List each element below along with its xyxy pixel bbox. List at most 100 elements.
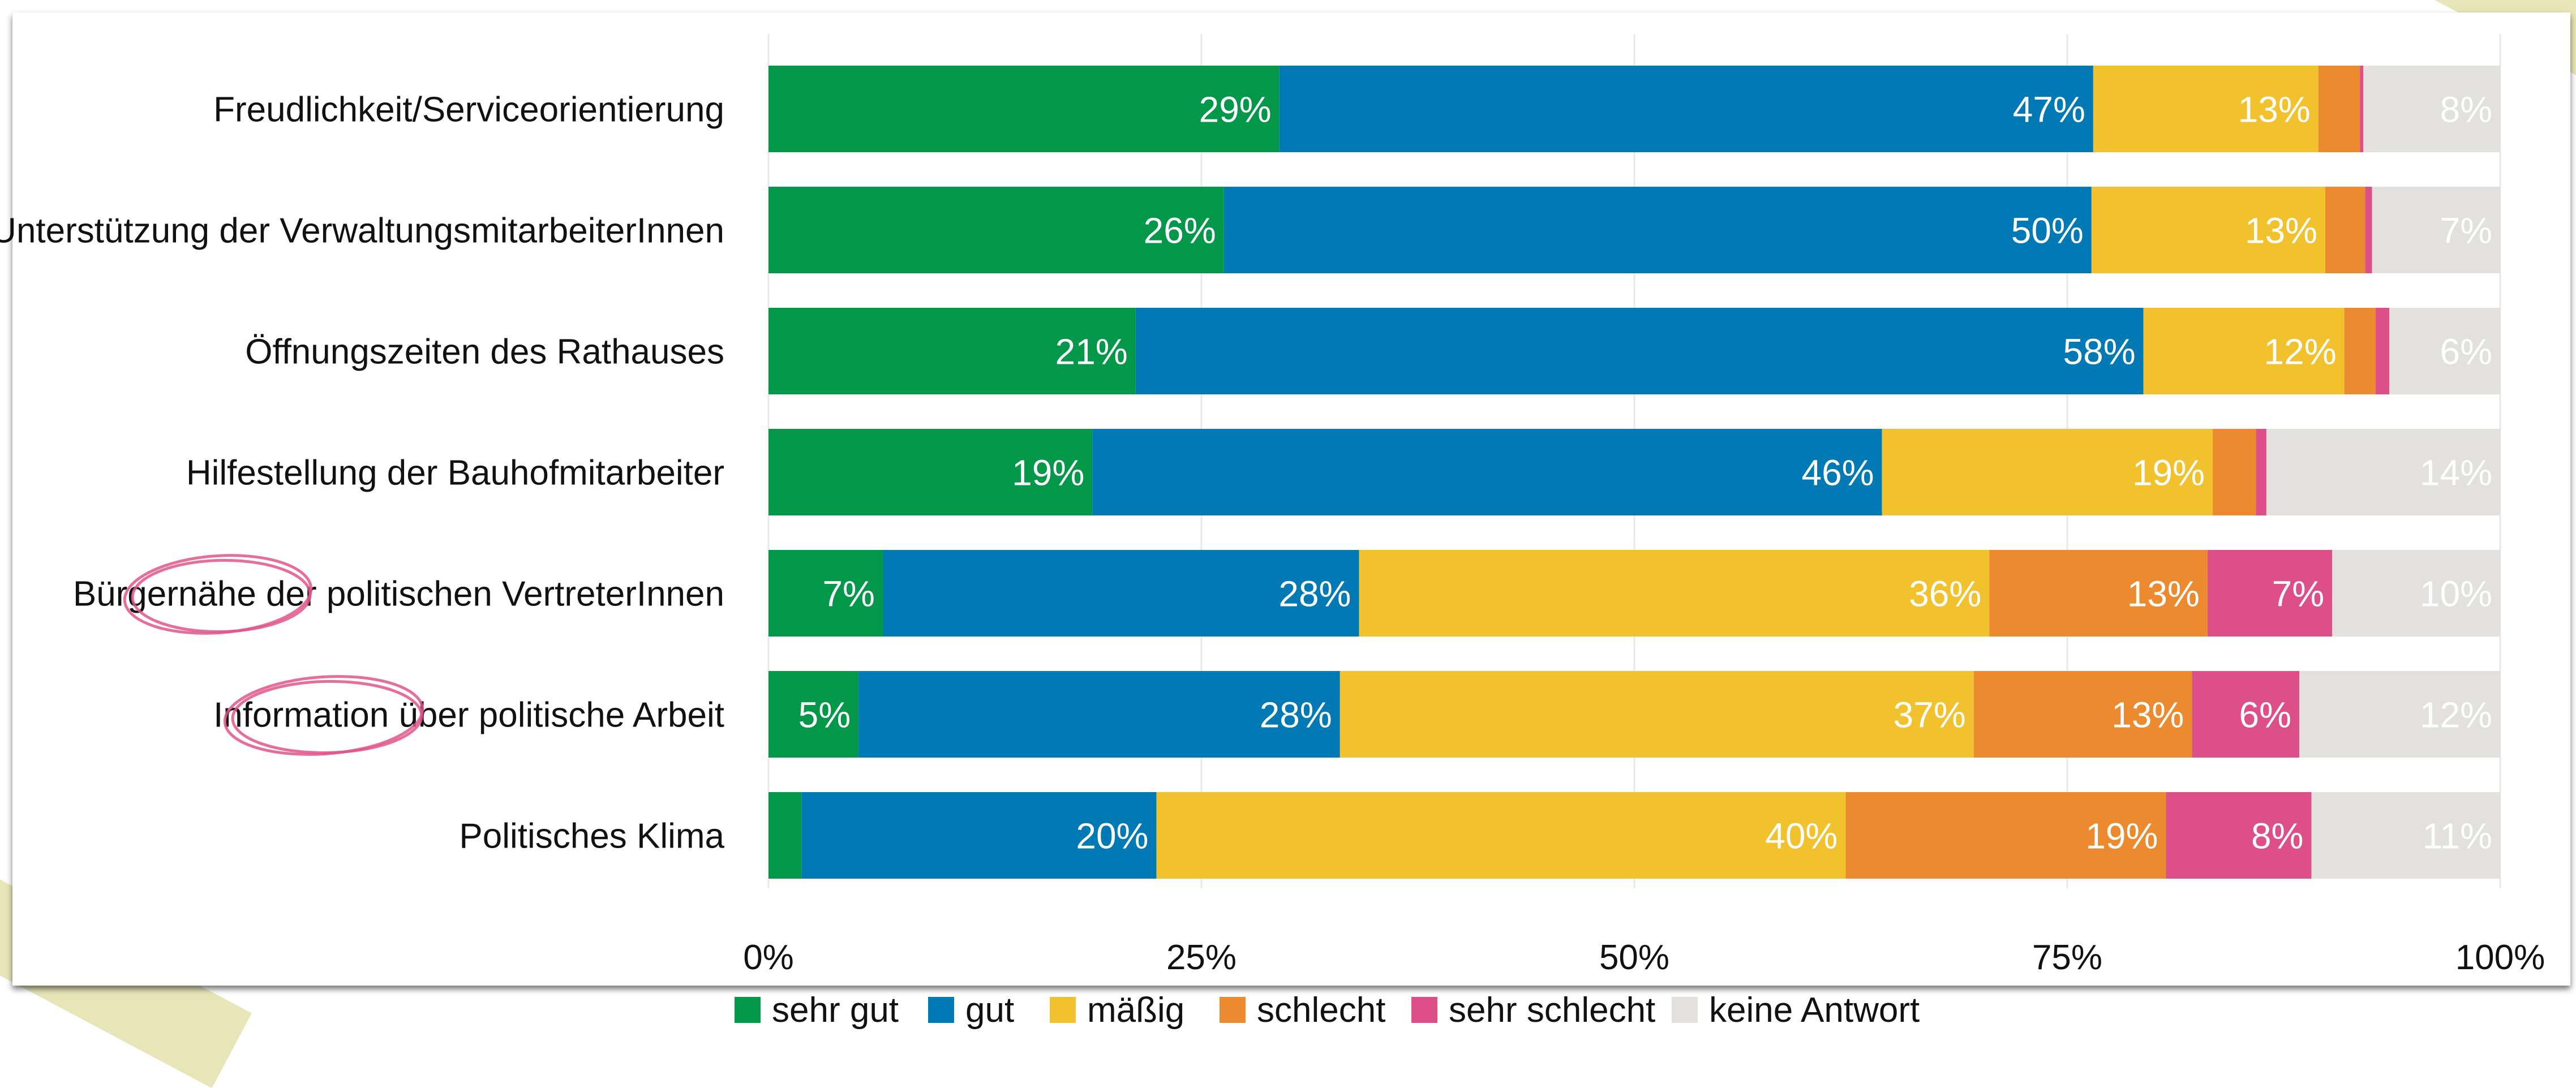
data-label: 7% xyxy=(2440,210,2493,251)
data-label: 12% xyxy=(2264,332,2337,372)
highlight-circle xyxy=(131,558,312,633)
bar-segment-sehr-gut xyxy=(768,792,802,879)
bar-segment-schlecht xyxy=(2213,429,2256,515)
category-label: Information über politische Arbeit xyxy=(213,696,724,735)
bar-segment-sehr-schlecht xyxy=(2360,66,2364,152)
category-label: Unterstützung der Verwaltungsmitarbeiter… xyxy=(0,212,724,251)
legend-label: mäßig xyxy=(1087,991,1184,1030)
x-tick-label: 100% xyxy=(2455,938,2545,977)
x-tick-label: 75% xyxy=(2032,938,2102,977)
data-label: 13% xyxy=(2111,695,2184,736)
category-label: Hilfestellung der Bauhofmitarbeiter xyxy=(186,454,724,493)
legend-label: gut xyxy=(965,991,1014,1030)
bar-segment-mäßig xyxy=(2143,308,2345,394)
axis-layer: 0% 25% 50% 75% 100% xyxy=(743,938,2545,977)
data-label: 58% xyxy=(2063,332,2136,372)
legend-label: sehr schlecht xyxy=(1449,991,1655,1030)
data-label: 19% xyxy=(1012,453,1084,493)
data-label: 11% xyxy=(2423,816,2492,857)
data-label: 40% xyxy=(1765,816,1837,857)
bar-segment-schlecht xyxy=(2318,66,2360,152)
category-label: Bürgernähe der politischen VertreterInne… xyxy=(73,575,724,614)
bar-segment-schlecht xyxy=(1845,792,2166,879)
data-label: 36% xyxy=(1909,574,1981,614)
bar-segment-gut xyxy=(858,671,1340,758)
data-label: 28% xyxy=(1278,574,1351,614)
data-label: 37% xyxy=(1894,695,1966,736)
legend-label: sehr gut xyxy=(772,991,899,1030)
bar-segment-sehr-gut xyxy=(768,66,1280,152)
data-label: 29% xyxy=(1199,89,1272,130)
x-tick-label: 50% xyxy=(1599,938,1669,977)
data-label: 5% xyxy=(798,695,851,736)
bar-segment-sehr-gut xyxy=(768,308,1136,394)
legend-swatch xyxy=(1411,997,1437,1023)
bar-segment-sehr-schlecht xyxy=(2166,792,2312,879)
legend-label: keine Antwort xyxy=(1709,991,1920,1030)
legend-label: schlecht xyxy=(1257,991,1385,1030)
bar-segment-mäßig xyxy=(1359,550,1990,637)
data-label: 20% xyxy=(1076,816,1148,857)
bar-segment-sehr-schlecht xyxy=(2207,550,2333,637)
bar-segment-keine-Antwort xyxy=(2372,187,2500,273)
data-label: 50% xyxy=(2011,210,2084,251)
bar-segment-mäßig xyxy=(1339,671,1974,758)
legend-layer: sehr gut gut mäßig schlecht sehr schlecht kei… xyxy=(735,991,1920,1030)
bar-segment-keine-Antwort xyxy=(2266,429,2500,515)
bar-segment-gut xyxy=(1279,66,2093,152)
category-label: Politisches Klima xyxy=(459,817,724,856)
stacked-bar-chart: Freudlichkeit/Serviceorientierung 29% 47% 1… xyxy=(0,34,2545,1030)
bar-segment-gut xyxy=(1135,308,2144,394)
bar-segment-gut xyxy=(1092,429,1882,515)
bar-segment-schlecht xyxy=(2344,308,2376,394)
bar-segment-mäßig xyxy=(2093,66,2319,152)
data-label: 8% xyxy=(2440,89,2493,130)
bar-segment-sehr-gut xyxy=(768,429,1093,515)
bar-segment-mäßig xyxy=(1882,429,2213,515)
data-label: 6% xyxy=(2239,695,2292,736)
legend-swatch xyxy=(1220,997,1246,1023)
data-label: 13% xyxy=(2245,210,2317,251)
bar-segment-gut xyxy=(801,792,1157,879)
bar-segment-schlecht xyxy=(2325,187,2365,273)
bar-segment-mäßig xyxy=(2091,187,2325,273)
bar-segment-keine-Antwort xyxy=(2389,308,2500,394)
data-label: 7% xyxy=(822,574,875,614)
legend-swatch xyxy=(1672,997,1698,1023)
x-tick-label: 0% xyxy=(743,938,794,977)
data-label: 13% xyxy=(2127,574,2200,614)
bar-segment-sehr-gut xyxy=(768,187,1224,273)
legend-swatch xyxy=(928,997,954,1023)
label-layer: Freudlichkeit/Serviceorientierung 29% 47% 1… xyxy=(0,89,2492,857)
bar-segment-sehr-gut xyxy=(768,671,859,758)
bar-segment-sehr-schlecht xyxy=(2365,187,2372,273)
bar-segment-keine-Antwort xyxy=(2311,792,2500,879)
data-label: 47% xyxy=(2013,89,2085,130)
data-label: 19% xyxy=(2132,453,2205,493)
data-label: 21% xyxy=(1055,332,1128,372)
data-label: 12% xyxy=(2420,695,2492,736)
data-label: 10% xyxy=(2420,574,2492,614)
data-label: 28% xyxy=(1260,695,1332,736)
bar-segment-keine-Antwort xyxy=(2363,66,2500,152)
bar-segment-schlecht xyxy=(1973,671,2192,758)
category-label: Öffnungszeiten des Rathauses xyxy=(245,333,724,372)
bar-segment-schlecht xyxy=(1989,550,2208,637)
bar-segment-gut xyxy=(882,550,1359,637)
data-label: 14% xyxy=(2420,453,2492,493)
bar-layer xyxy=(768,66,2500,879)
data-label: 6% xyxy=(2440,332,2493,372)
bar-segment-sehr-schlecht xyxy=(2375,308,2390,394)
x-tick-label: 25% xyxy=(1166,938,1237,977)
bar-segment-sehr-schlecht xyxy=(2256,429,2266,515)
bar-segment-keine-Antwort xyxy=(2332,550,2500,637)
data-label: 26% xyxy=(1144,210,1216,251)
bar-segment-sehr-schlecht xyxy=(2192,671,2300,758)
highlight-circle xyxy=(231,680,423,754)
bar-segment-sehr-gut xyxy=(768,550,883,637)
data-label: 19% xyxy=(2085,816,2158,857)
bar-segment-keine-Antwort xyxy=(2299,671,2500,758)
bar-segment-mäßig xyxy=(1156,792,1846,879)
data-label: 13% xyxy=(2238,89,2311,130)
data-label: 7% xyxy=(2272,574,2325,614)
